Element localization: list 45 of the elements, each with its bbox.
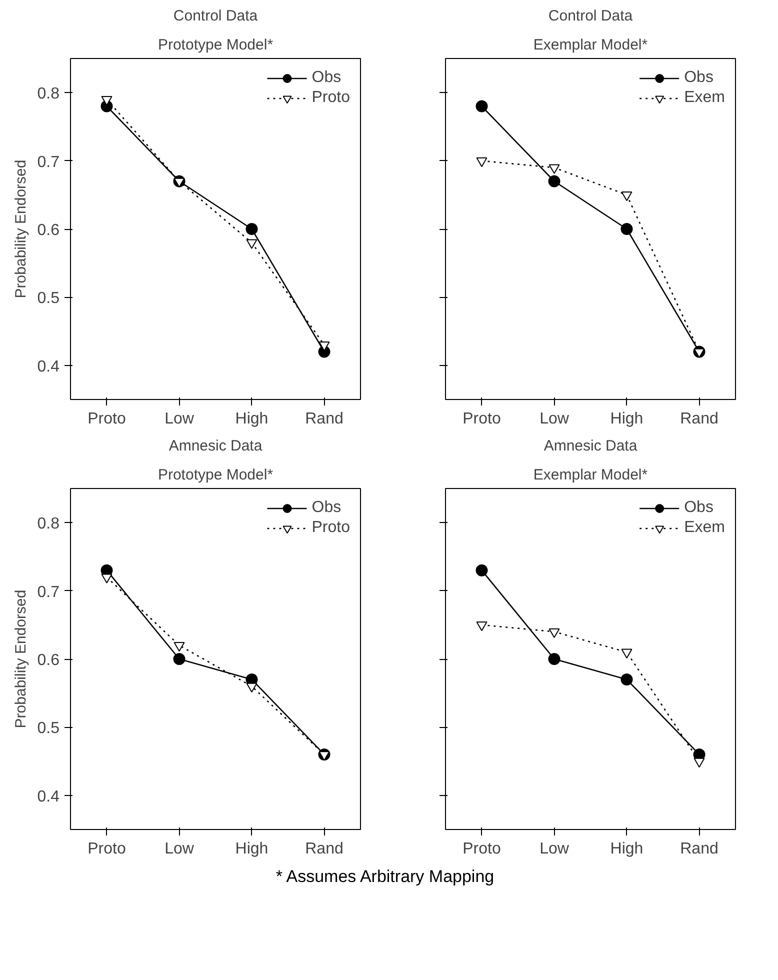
x-tick-label: High	[235, 410, 268, 428]
x-tick-label: Proto	[88, 840, 126, 858]
y-axis-title: Probability Endorsed	[12, 160, 30, 298]
x-tick-label: Rand	[680, 840, 718, 858]
legend-label: Obs	[684, 69, 714, 87]
chart-title: Amnesic Data	[544, 438, 638, 454]
x-tick-label: High	[235, 840, 268, 858]
x-tick-label: Proto	[462, 840, 501, 858]
y-tick-label: 0.4	[37, 358, 60, 376]
y-tick-label: 0.5	[37, 720, 60, 738]
y-tick-label: 0.8	[37, 86, 60, 103]
legend-label: Exem	[684, 519, 725, 537]
chart-title: Amnesic Data	[168, 438, 263, 454]
x-tick-label: High	[610, 840, 644, 858]
legend-label: Obs	[684, 499, 714, 517]
y-tick-label: 0.6	[37, 222, 60, 239]
legend-label: Proto	[312, 519, 350, 537]
x-tick-label: Rand	[680, 410, 718, 428]
x-tick-label: High	[610, 410, 644, 428]
chart-subtitle: Prototype Model*	[158, 36, 274, 54]
legend-label: Obs	[312, 499, 342, 517]
y-tick-label: 0.4	[37, 788, 60, 806]
chart-title: Control Data	[173, 8, 258, 24]
legend-label: Proto	[312, 89, 350, 107]
chart-subtitle: Prototype Model*	[158, 466, 274, 484]
y-tick-label: 0.5	[37, 290, 60, 308]
y-tick-label: 0.7	[37, 154, 60, 171]
chart-title: Control Data	[548, 8, 634, 24]
legend-label: Obs	[312, 69, 342, 87]
x-tick-label: Low	[540, 840, 570, 858]
x-tick-label: Rand	[305, 840, 344, 858]
x-tick-label: Proto	[88, 410, 126, 428]
x-tick-label: Low	[540, 410, 570, 428]
y-tick-label: 0.8	[37, 516, 60, 533]
text: * Assumes Arbitrary Mapping	[276, 866, 494, 888]
chart-subtitle: Exemplar Model*	[533, 36, 648, 54]
x-tick-label: Low	[164, 410, 194, 428]
y-tick-label: 0.7	[37, 584, 60, 601]
x-tick-label: Rand	[305, 410, 344, 428]
y-tick-label: 0.6	[37, 652, 60, 669]
x-tick-label: Low	[164, 840, 194, 858]
x-tick-label: Proto	[462, 410, 501, 428]
y-axis-title: Probability Endorsed	[12, 590, 30, 728]
chart-subtitle: Exemplar Model*	[533, 466, 648, 484]
legend-label: Exem	[684, 89, 725, 107]
